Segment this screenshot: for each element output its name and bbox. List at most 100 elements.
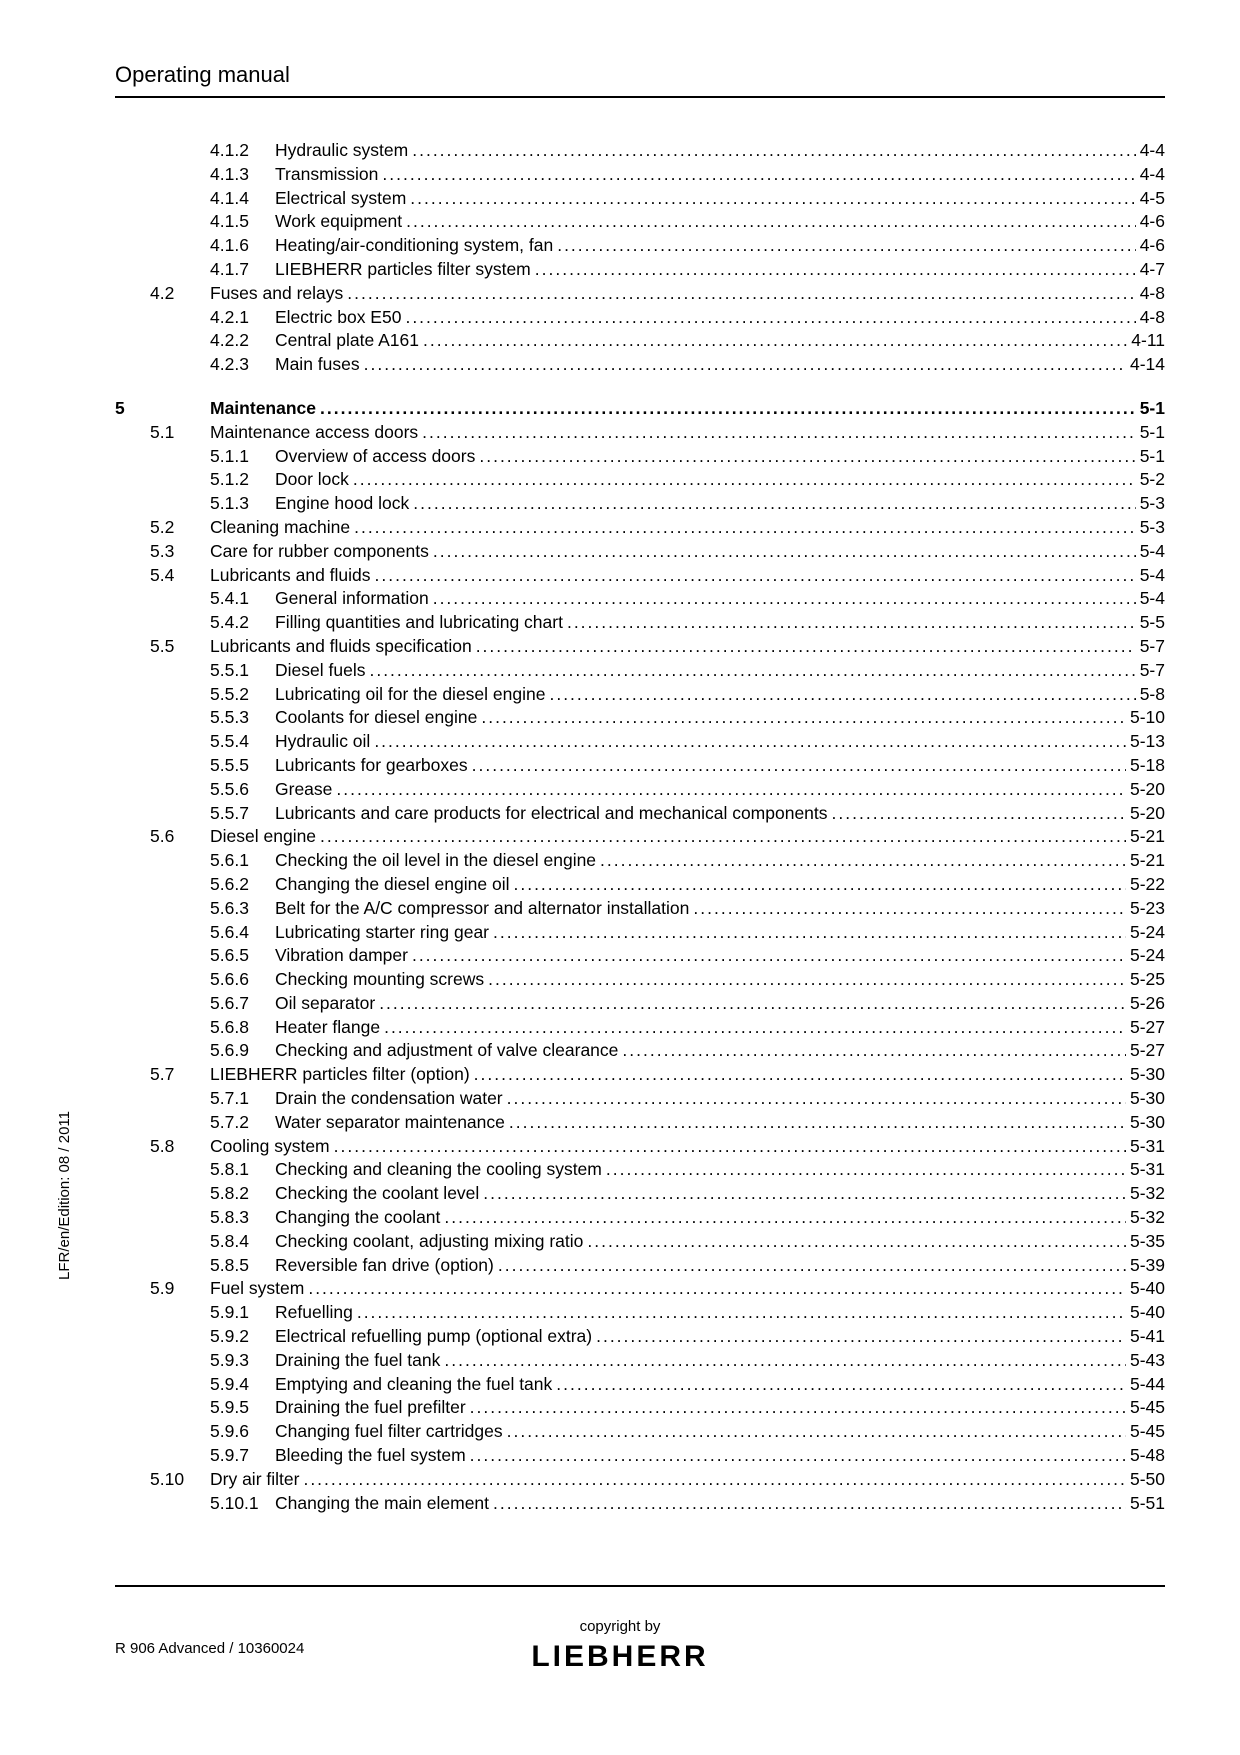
toc-leader-dots [364,356,1126,374]
toc-subsection-number: 5.1.1 [210,448,275,466]
toc-leader-dots [423,332,1127,350]
toc-page-number: 5-50 [1130,1471,1165,1489]
toc-subsection-number: 5.8.1 [210,1161,275,1179]
toc-entry-title: Central plate A161 [275,332,419,350]
toc-entry-title: Bleeding the fuel system [275,1447,466,1465]
toc-subsection-number: 5.7.1 [210,1090,275,1108]
toc-page-number: 5-26 [1130,995,1165,1013]
toc-subsection-number: 4.1.7 [210,261,275,279]
toc-leader-dots [412,947,1126,965]
toc-row: 5.8.3Changing the coolant5-32 [115,1209,1165,1227]
toc-page-number: 5-23 [1130,900,1165,918]
toc-page-number: 5-44 [1130,1376,1165,1394]
toc-entry-title: Grease [275,781,332,799]
toc-row: 5.5Lubricants and fluids specification5-… [115,638,1165,656]
toc-leader-dots [600,852,1126,870]
toc-page-number: 5-13 [1130,733,1165,751]
toc-leader-dots [832,805,1126,823]
toc-row: 5.10Dry air filter5-50 [115,1471,1165,1489]
toc-row: 5.9.3Draining the fuel tank5-43 [115,1352,1165,1370]
toc-row: 5.5.5Lubricants for gearboxes5-18 [115,757,1165,775]
toc-page-number: 5-31 [1130,1161,1165,1179]
toc-entry-title: Heater flange [275,1019,380,1037]
toc-subsection-number: 5.6.6 [210,971,275,989]
toc-entry-title: Lubricating oil for the diesel engine [275,686,545,704]
toc-leader-dots [535,261,1136,279]
toc-leader-dots [513,876,1125,894]
toc-entry-title: Lubricants and fluids specification [210,638,472,656]
toc-entry-title: Main fuses [275,356,360,374]
toc-subsection-number: 5.6.5 [210,947,275,965]
toc-gap [115,380,1165,400]
toc-row: 5.6.6Checking mounting screws5-25 [115,971,1165,989]
toc-leader-dots [354,519,1136,537]
toc-entry-title: Coolants for diesel engine [275,709,477,727]
toc-page-number: 5-27 [1130,1019,1165,1037]
toc-leader-dots [303,1471,1126,1489]
toc-leader-dots [334,1138,1126,1156]
toc-entry-title: Maintenance access doors [210,424,418,442]
toc-row: 5.8.1Checking and cleaning the cooling s… [115,1161,1165,1179]
toc-entry-title: Electrical system [275,190,406,208]
toc-leader-dots [493,1495,1126,1513]
toc-subsection-number: 4.2.2 [210,332,275,350]
toc-page-number: 5-39 [1130,1257,1165,1275]
toc-leader-dots [410,190,1135,208]
toc-page-number: 5-31 [1130,1138,1165,1156]
toc-leader-dots [422,424,1136,442]
toc-page-number: 4-6 [1140,237,1165,255]
toc-leader-dots [509,1114,1126,1132]
toc-page-number: 5-51 [1130,1495,1165,1513]
toc-section-number: 4.2 [150,285,210,303]
toc-leader-dots [406,213,1136,231]
toc-leader-dots [549,686,1135,704]
toc-page-number: 5-30 [1130,1090,1165,1108]
toc-leader-dots [444,1209,1126,1227]
toc-subsection-number: 5.4.2 [210,614,275,632]
toc-leader-dots [433,543,1136,561]
toc-row: 5.9.5Draining the fuel prefilter5-45 [115,1399,1165,1417]
toc-row: 5.6.3Belt for the A/C compressor and alt… [115,900,1165,918]
toc-entry-title: Drain the condensation water [275,1090,503,1108]
toc-page-number: 4-7 [1140,261,1165,279]
toc-row: 5.6.9Checking and adjustment of valve cl… [115,1042,1165,1060]
toc-leader-dots [444,1352,1126,1370]
toc-entry-title: Changing the diesel engine oil [275,876,509,894]
toc-row: 5.7.1Drain the condensation water 5-30 [115,1090,1165,1108]
toc-entry-title: Overview of access doors [275,448,475,466]
toc-leader-dots [413,495,1135,513]
toc-page-number: 5-1 [1140,400,1165,418]
toc-row: 5.9.2Electrical refuelling pump (optiona… [115,1328,1165,1346]
toc-leader-dots [476,638,1136,656]
toc-subsection-number: 5.8.3 [210,1209,275,1227]
toc-entry-title: Changing the coolant [275,1209,440,1227]
toc-leader-dots [587,1233,1126,1251]
toc-row: 4.2.2Central plate A1614-11 [115,332,1165,350]
toc-leader-dots [488,971,1126,989]
toc-subsection-number: 5.8.5 [210,1257,275,1275]
toc-row: 5.6.2Changing the diesel engine oil5-22 [115,876,1165,894]
toc-leader-dots [483,1185,1126,1203]
toc-subsection-number: 5.7.2 [210,1114,275,1132]
toc-entry-title: Checking the oil level in the diesel eng… [275,852,596,870]
toc-subsection-number: 5.9.7 [210,1447,275,1465]
toc-entry-title: Checking mounting screws [275,971,484,989]
toc-subsection-number: 5.5.7 [210,805,275,823]
toc-row: 5.1Maintenance access doors5-1 [115,424,1165,442]
toc-leader-dots [347,285,1135,303]
toc-row: 5.9.4Emptying and cleaning the fuel tank… [115,1376,1165,1394]
toc-page-number: 5-21 [1130,852,1165,870]
toc-subsection-number: 5.9.6 [210,1423,275,1441]
toc-entry-title: Vibration damper [275,947,408,965]
toc-entry-title: Checking and cleaning the cooling system [275,1161,602,1179]
toc-page-number: 5-45 [1130,1399,1165,1417]
toc-page-number: 5-4 [1140,543,1165,561]
toc-page-number: 5-22 [1130,876,1165,894]
toc-row: 5.5.2Lubricating oil for the diesel engi… [115,686,1165,704]
toc-entry-title: Fuses and relays [210,285,343,303]
toc-row: 5.9.6Changing fuel filter cartridges5-45 [115,1423,1165,1441]
toc-row: 5.6.1Checking the oil level in the diese… [115,852,1165,870]
toc-row: 4.1.7LIEBHERR particles filter system4-7 [115,261,1165,279]
toc-page-number: 4-8 [1140,285,1165,303]
toc-subsection-number: 5.6.3 [210,900,275,918]
